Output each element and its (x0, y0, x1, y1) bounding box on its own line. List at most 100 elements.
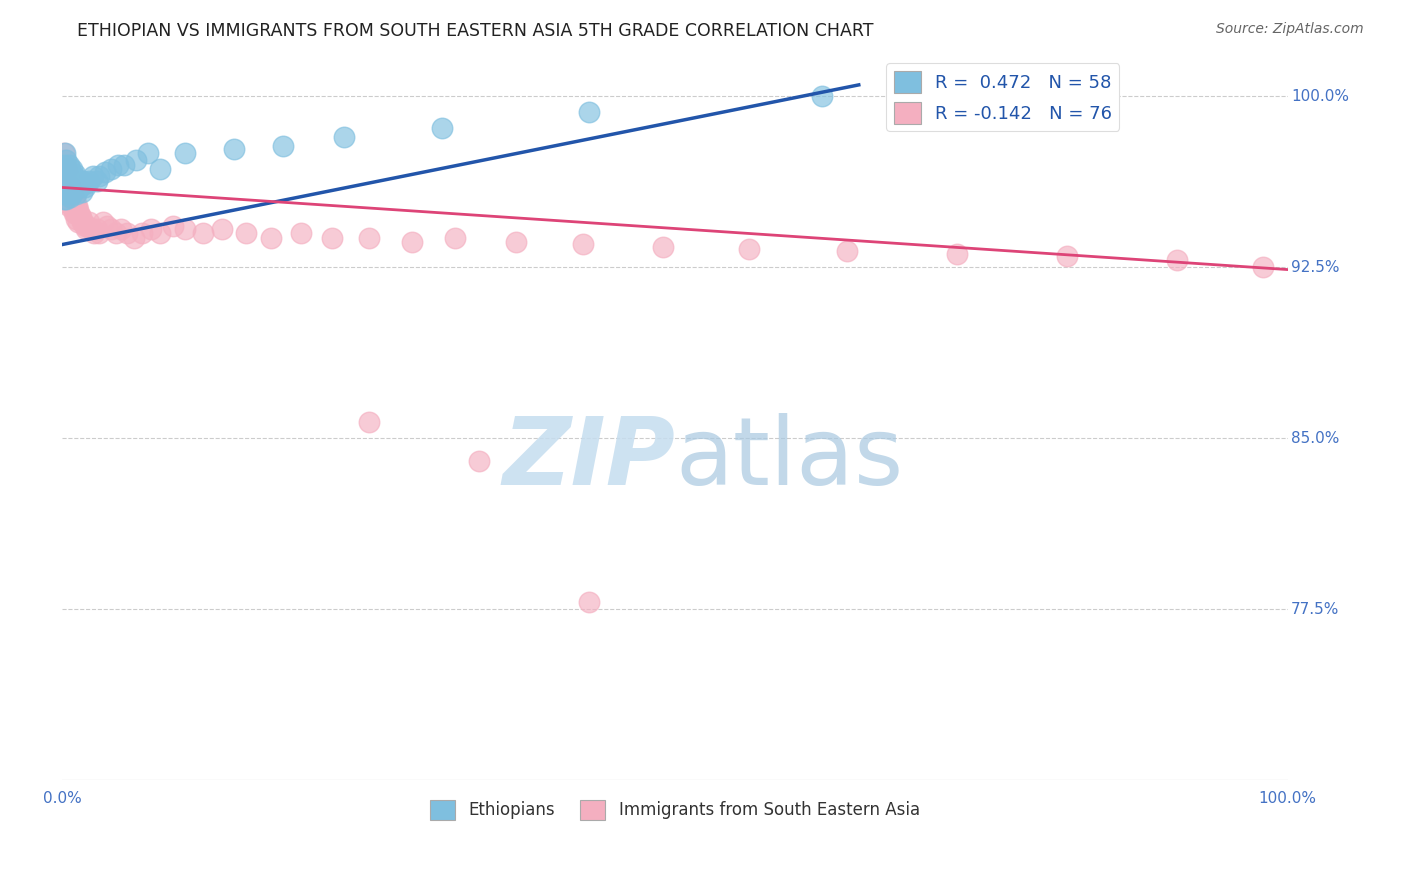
Point (72, 215, 94, 229)
Point (60, 180, 83, 194)
Point (89, 169, 111, 183)
Point (63, 205, 86, 219)
Point (222, 142, 245, 156)
Point (55, 162, 77, 177)
Point (60, 194, 83, 209)
Point (149, 162, 172, 177)
Point (73, 180, 96, 194)
Point (60, 174, 83, 188)
Point (60, 162, 83, 177)
Point (75, 221, 97, 235)
Point (70, 176, 93, 190)
Point (107, 158, 129, 172)
Point (70, 210, 93, 224)
Point (53, 146, 76, 161)
Point (125, 153, 148, 168)
Text: ZIP: ZIP (502, 413, 675, 505)
Point (65, 199, 87, 213)
Point (67, 215, 90, 229)
Point (110, 221, 132, 235)
Point (835, 244, 858, 259)
Point (53, 187, 76, 202)
Point (56, 196, 79, 211)
Point (53, 153, 76, 168)
Point (58, 185, 80, 199)
Point (60, 185, 83, 199)
Point (357, 230, 380, 244)
Point (70, 185, 93, 199)
Point (58, 158, 80, 172)
Point (55, 180, 77, 194)
Point (59, 189, 82, 203)
Point (260, 230, 283, 244)
Point (89, 226, 111, 240)
Point (59, 162, 82, 177)
Point (66, 199, 89, 213)
Point (290, 226, 312, 240)
Point (86, 221, 108, 235)
Point (67, 174, 90, 188)
Point (56, 162, 79, 177)
Point (58, 185, 80, 199)
Point (333, 130, 356, 145)
Point (162, 219, 184, 234)
Point (60, 169, 83, 183)
Text: Source: ZipAtlas.com: Source: ZipAtlas.com (1216, 22, 1364, 37)
Text: 100.0%: 100.0% (1291, 89, 1350, 103)
Point (1166, 253, 1188, 268)
Point (60, 185, 83, 199)
Point (59, 176, 82, 190)
Point (53, 185, 76, 199)
Point (62, 205, 84, 219)
Point (505, 235, 527, 250)
Point (112, 158, 135, 172)
Point (52, 176, 75, 190)
Point (55, 192, 77, 206)
Point (55, 167, 77, 181)
Point (76, 219, 98, 234)
Point (63, 192, 86, 206)
Point (468, 454, 491, 468)
Point (63, 167, 86, 181)
Point (235, 226, 257, 240)
Point (52, 146, 75, 161)
Point (52, 162, 75, 177)
Point (82, 169, 104, 183)
Point (56, 162, 79, 177)
Point (86, 174, 108, 188)
Point (94, 164, 117, 178)
Point (572, 237, 595, 252)
Point (76, 176, 98, 190)
Point (56, 174, 79, 188)
Point (1251, 260, 1274, 275)
Point (67, 203, 90, 218)
Point (1056, 249, 1078, 263)
Point (52, 169, 75, 183)
Text: ETHIOPIAN VS IMMIGRANTS FROM SOUTH EASTERN ASIA 5TH GRADE CORRELATION CHART: ETHIOPIAN VS IMMIGRANTS FROM SOUTH EASTE… (77, 22, 875, 40)
Point (443, 230, 465, 244)
Point (58, 169, 80, 183)
Point (56, 187, 79, 202)
Point (58, 199, 80, 213)
Point (946, 246, 969, 260)
Point (69, 208, 91, 222)
Point (96, 219, 118, 234)
Legend: Ethiopians, Immigrants from South Eastern Asia: Ethiopians, Immigrants from South Easter… (423, 793, 927, 827)
Point (737, 242, 759, 256)
Point (91, 215, 114, 229)
Point (786, 796, 808, 810)
Point (52, 192, 75, 206)
Point (55, 176, 77, 190)
Point (174, 146, 197, 161)
Point (651, 240, 673, 254)
Text: 92.5%: 92.5% (1291, 260, 1340, 275)
Point (811, 89, 834, 103)
Text: atlas: atlas (675, 413, 903, 505)
Point (63, 180, 86, 194)
Point (52, 158, 75, 172)
Point (62, 183, 84, 197)
Point (578, 595, 600, 609)
Point (60, 199, 83, 213)
Point (83, 226, 105, 240)
Point (149, 226, 172, 240)
